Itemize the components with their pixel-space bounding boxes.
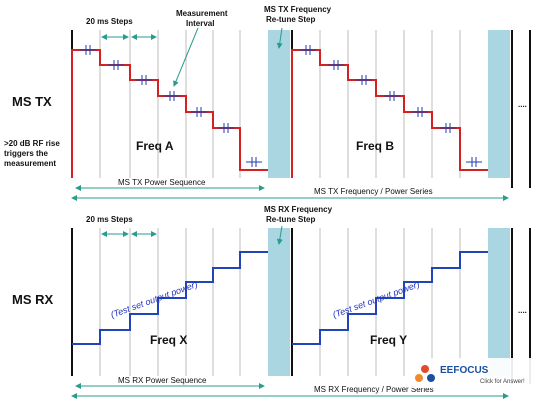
watermark-brand: EEFOCUS [440, 365, 489, 376]
rx-steps-label: 20 ms Steps [86, 215, 133, 224]
rx-retune-pointer [276, 225, 283, 245]
tx-marker [356, 75, 372, 85]
tx-interval-label-1: Measurement [176, 9, 228, 18]
tx-marker [136, 75, 152, 85]
tx-freq-a: Freq A [136, 139, 174, 153]
tx-freq-b: Freq B [356, 139, 394, 153]
rx-freq-x: Freq X [150, 333, 187, 347]
rx-retune-box-2 [488, 228, 510, 376]
rx-freq-y: Freq Y [370, 333, 407, 347]
tx-marker [218, 123, 234, 133]
tx-interval-pointer [173, 27, 199, 87]
tx-marker [300, 45, 316, 55]
watermark[interactable]: EEFOCUS Click for Answer! [410, 358, 538, 388]
rx-power-sequence-label: MS RX Power Sequence [118, 376, 207, 385]
rx-retune-box-1 [268, 228, 290, 376]
tx-side-label: MS TX [12, 94, 52, 109]
tx-panel: 20 ms Steps Measurement Interval MS TX F… [4, 5, 531, 201]
tx-retune-box-1 [268, 30, 290, 178]
tx-marker [328, 60, 344, 70]
rx-series-label: MS RX Frequency / Power Series [314, 385, 434, 394]
tx-trigger-label-3: measurement [4, 159, 56, 168]
tx-waveform-a [71, 49, 268, 178]
tx-marker [440, 123, 456, 133]
watermark-tagline: Click for Answer! [480, 379, 525, 385]
rx-side-label: MS RX [12, 292, 54, 307]
tx-power-sequence-label: MS TX Power Sequence [118, 178, 206, 187]
tx-steps-label: 20 ms Steps [86, 17, 133, 26]
tx-marker [384, 91, 400, 101]
tx-marker [108, 60, 124, 70]
tx-marker [191, 107, 207, 117]
tx-retune-label-2: Re-tune Step [266, 15, 315, 24]
tx-interval-markers [80, 45, 482, 167]
rx-waveform-y [292, 251, 488, 345]
rx-waveform-x [72, 251, 268, 345]
tx-marker [80, 45, 96, 55]
tx-marker [164, 91, 180, 101]
rx-ellipsis: .... [518, 306, 527, 315]
tx-series-label: MS TX Frequency / Power Series [314, 187, 433, 196]
tx-waveform-b [291, 49, 488, 178]
tx-grid [99, 30, 461, 178]
tx-marker [412, 107, 428, 117]
tx-retune-pointer [276, 27, 283, 49]
tx-retune-box-2 [488, 30, 510, 178]
tx-retune-label-1: MS TX Frequency [264, 5, 332, 14]
tx-marker [246, 157, 262, 167]
tx-marker [466, 157, 482, 167]
tx-trigger-label-2: triggers the [4, 149, 49, 158]
rx-retune-label-1: MS RX Frequency [264, 205, 333, 214]
eefocus-logo-icon [415, 365, 435, 382]
tx-ellipsis: .... [518, 100, 527, 109]
rx-retune-label-2: Re-tune Step [266, 215, 315, 224]
tx-interval-label-2: Interval [186, 19, 214, 28]
tx-trigger-label-1: >20 dB RF rise [4, 139, 60, 148]
